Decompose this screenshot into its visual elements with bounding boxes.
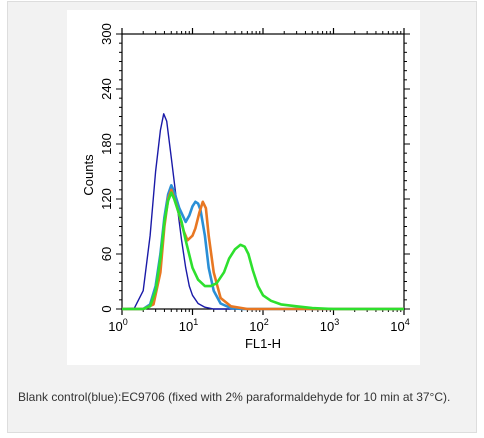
y-tick-label: 120 bbox=[99, 188, 114, 210]
histogram-series-3 bbox=[122, 188, 404, 311]
x-tick-label: 103 bbox=[320, 317, 339, 334]
y-tick-label: 60 bbox=[99, 247, 114, 261]
x-axis-label: FL1-H bbox=[245, 336, 281, 351]
plot-frame bbox=[121, 33, 405, 310]
y-tick-label: 240 bbox=[99, 78, 114, 100]
y-tick-label: 300 bbox=[99, 23, 114, 45]
histogram-series-2 bbox=[122, 184, 404, 311]
figure-caption: Blank control(blue):EC9706 (fixed with 2… bbox=[18, 390, 451, 404]
y-tick-label: 0 bbox=[99, 305, 114, 312]
x-tick-label: 101 bbox=[179, 317, 198, 334]
y-axis-label: Counts bbox=[81, 154, 96, 196]
histogram-series-1 bbox=[121, 113, 404, 310]
x-tick-label: 102 bbox=[249, 317, 268, 334]
plot-panel: 100 101 102 103 104 0 60 120 180 240 300 FL1-H Count… bbox=[67, 10, 420, 365]
x-tick-label: 104 bbox=[390, 317, 409, 334]
x-tick-label: 100 bbox=[108, 317, 127, 334]
histogram-series-4 bbox=[122, 191, 404, 311]
flow-cytometry-histogram: 100 101 102 103 104 0 60 120 180 240 300 FL1-H Count… bbox=[81, 23, 410, 351]
figure-card: 100 101 102 103 104 0 60 120 180 240 300 FL1-H Count… bbox=[7, 1, 477, 433]
y-tick-label: 180 bbox=[99, 133, 114, 155]
